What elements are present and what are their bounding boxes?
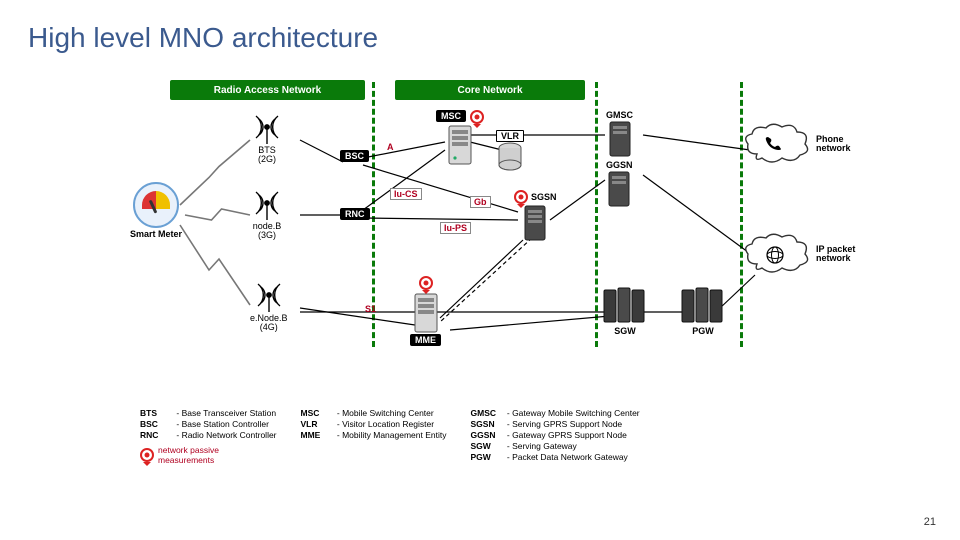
measurement-pin-icon [140,448,154,462]
zone-divider-2 [595,82,598,347]
legend-row: GMSC - Gateway Mobile Switching Center [471,408,640,418]
interface-a-label: A [384,142,397,152]
mme-tag: MME [410,334,441,346]
interface-s1-label: S1 [362,304,379,314]
node-bsc: BSC [340,150,369,162]
node-mme: MME [410,276,441,346]
server-icon [412,292,440,334]
node-enodeb: e.Node.B (4G) [250,278,288,333]
node-phone-network: Phone network [742,122,851,166]
msc-tag: MSC [436,110,466,122]
smart-meter-label: Smart Meter [130,230,182,239]
node-rnc: RNC [340,208,370,220]
legend-row: MSC - Mobile Switching Center [301,408,447,418]
legend-row: SGW - Serving Gateway [471,441,640,451]
interface-iups-label: Iu-PS [440,222,471,234]
legend-npm: network passive measurements [140,445,277,465]
page-title: High level MNO architecture [28,22,378,54]
node-msc: MSC [436,110,484,166]
server-icon [522,204,548,242]
enodeb-label: e.Node.B (4G) [250,314,288,333]
smart-meter-icon [133,182,179,228]
antenna-icon [250,110,284,144]
nodeb-label: node.B (3G) [253,222,282,241]
bsc-tag: BSC [340,150,369,162]
rnc-tag: RNC [340,208,370,220]
node-pgw: PGW [680,286,726,336]
server-rack-icon [602,286,648,326]
database-icon [497,142,523,172]
node-smart-meter: Smart Meter [130,182,182,239]
measurement-pin-icon [419,276,433,290]
server-icon [446,124,474,166]
server-icon [606,170,632,208]
legend-row: MME - Mobility Management Entity [301,430,447,440]
measurement-pin-icon [470,110,484,124]
pgw-tag: PGW [692,326,714,336]
node-sgw: SGW [602,286,648,336]
interface-iucs-label: Iu-CS [390,188,422,200]
node-ip-network: IP packet network [742,232,855,276]
gmsc-tag: GMSC [606,110,633,120]
phone-network-label: Phone network [816,135,851,154]
legend-row: GGSN - Gateway GPRS Support Node [471,430,640,440]
interface-gb-label: Gb [470,196,491,208]
ggsn-tag: GGSN [606,160,633,170]
ip-network-label: IP packet network [816,245,855,264]
phone-icon [764,136,782,150]
legend-row: PGW - Packet Data Network Gateway [471,452,640,462]
antenna-icon [252,278,286,312]
zone-header-core: Core Network [395,80,585,100]
node-nodeb: node.B (3G) [250,186,284,241]
node-sgsn: SGSN [514,190,557,242]
legend-row: SGSN - Serving GPRS Support Node [471,419,640,429]
legend-row: BTS - Base Transceiver Station [140,408,277,418]
node-vlr: VLR [496,130,524,172]
legend-col-2: MSC - Mobile Switching Center VLR - Visi… [301,408,447,465]
legend-row: RNC - Radio Network Controller [140,430,277,440]
sgw-tag: SGW [614,326,636,336]
bts-label: BTS (2G) [258,146,276,165]
globe-icon [766,246,784,264]
page-number: 21 [924,516,936,528]
server-rack-icon [680,286,726,326]
antenna-icon [250,186,284,220]
node-gmsc: GMSC [606,110,633,158]
legend-col-1: BTS - Base Transceiver Station BSC - Bas… [140,408,277,465]
legend-col-3: GMSC - Gateway Mobile Switching Center S… [471,408,640,465]
sgsn-tag: SGSN [531,192,557,202]
legend-row: BSC - Base Station Controller [140,419,277,429]
vlr-tag: VLR [496,130,524,142]
measurement-pin-icon [514,190,528,204]
server-icon [607,120,633,158]
architecture-diagram: Radio Access Network Core Network Smart … [140,80,820,400]
legend: BTS - Base Transceiver Station BSC - Bas… [140,408,820,465]
node-ggsn: GGSN [606,160,633,208]
node-bts: BTS (2G) [250,110,284,165]
legend-row: VLR - Visitor Location Register [301,419,447,429]
zone-header-ran: Radio Access Network [170,80,365,100]
